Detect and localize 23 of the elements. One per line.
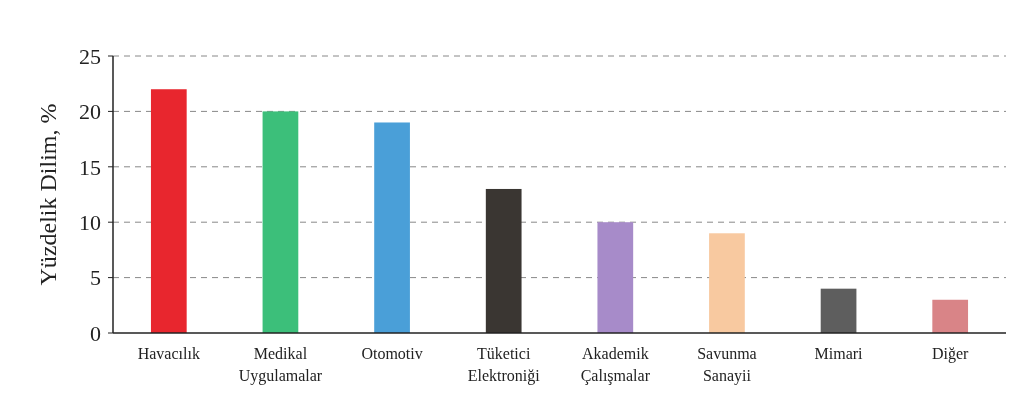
y-tick-label: 15	[79, 154, 101, 180]
bar	[262, 111, 299, 333]
bar	[485, 188, 522, 333]
bar	[374, 122, 410, 333]
y-tick-label: 5	[90, 265, 101, 291]
bar	[597, 222, 634, 333]
x-tick-label: Savunma Sanayii	[697, 345, 757, 385]
bar	[932, 299, 969, 333]
x-tick-label: Otomotiv	[361, 345, 423, 362]
bar	[709, 233, 745, 333]
x-tick-label: Tüketici Elektroniği	[467, 345, 541, 385]
y-tick-label: 25	[79, 43, 101, 69]
x-tick-label: Medikal Uygulamalar	[238, 345, 323, 385]
y-tick-label: 10	[79, 209, 101, 235]
y-axis-title: Yüzdelik Dilim, %	[35, 103, 61, 286]
bar	[820, 288, 857, 333]
x-tick-label: Diğer	[931, 345, 970, 363]
x-tick-label: Mimari	[814, 345, 864, 362]
bar	[150, 89, 187, 333]
x-tick-label: Akademik Çalışmalar	[580, 345, 651, 385]
y-tick-label: 0	[90, 320, 101, 346]
x-tick-label: Havacılık	[137, 345, 200, 362]
y-tick-label: 20	[79, 99, 101, 125]
